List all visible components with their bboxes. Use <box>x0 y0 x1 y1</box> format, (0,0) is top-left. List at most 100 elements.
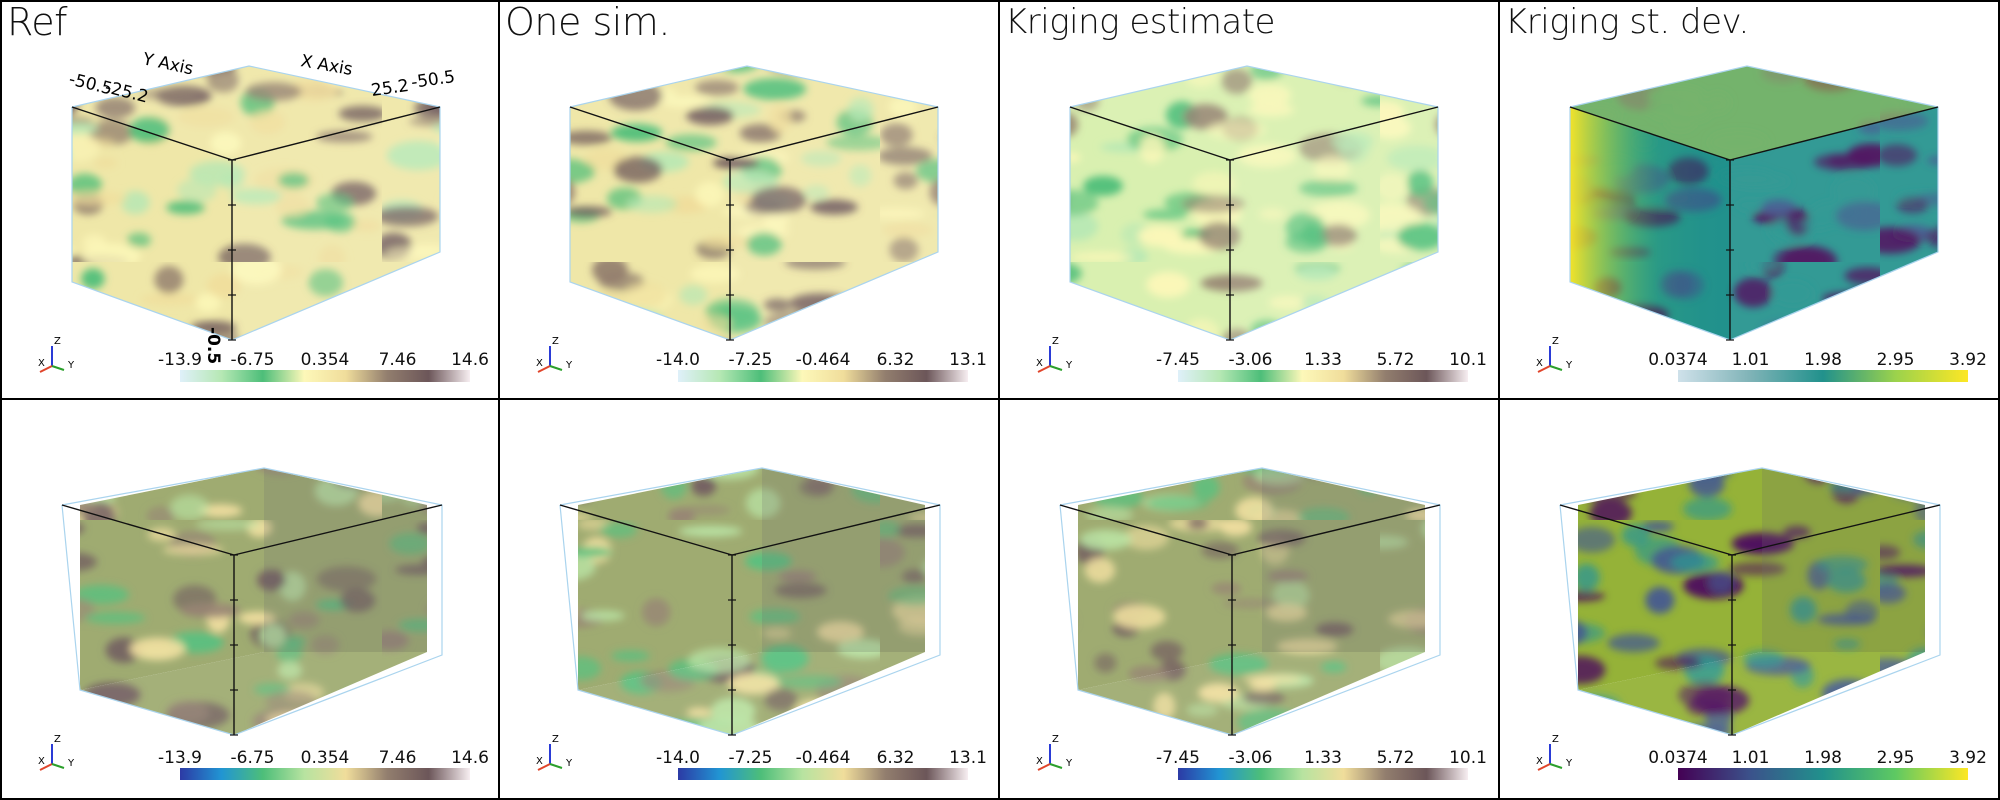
colorbar-tick-label: 1.33 <box>1304 350 1342 370</box>
colorbar-tick-label: 5.72 <box>1376 350 1415 370</box>
colorbar-tick-label: -0.464 <box>795 350 851 370</box>
z-axis-tick: -0.5 <box>203 327 223 364</box>
cube-left-face <box>1070 107 1230 340</box>
slice-back-left <box>80 468 264 690</box>
cube-top-face <box>570 66 938 160</box>
volume-render[interactable] <box>1500 2 2000 400</box>
triad-y-label: Y <box>565 360 573 371</box>
triad-z-label: Z <box>1552 734 1559 745</box>
orientation-axes-widget: ZX Y <box>38 734 75 771</box>
triad-z-label: Z <box>54 734 61 745</box>
colorbar-tick-label: -13.9 <box>158 748 202 768</box>
triad-z-label: Z <box>552 336 559 347</box>
colorbar-tick-label: -6.75 <box>230 748 275 768</box>
colorbar-tick-labels: -7.45 -3.06 1.33 5.72 10.1 <box>1156 350 1498 370</box>
slice-floor <box>578 652 925 735</box>
triad-x-label: X <box>1536 358 1543 369</box>
colorbar-gradient <box>180 370 470 382</box>
triad-x-label: X <box>38 358 45 369</box>
colorbar: -7.45 -3.06 1.33 5.72 10.1 <box>1156 748 1487 780</box>
stdev-gradient-face <box>1570 107 1730 340</box>
orthogonal-slices-render[interactable] <box>500 400 1000 800</box>
colorbar: -13.9 -6.75 0.354 7.46 14.6 <box>158 748 489 780</box>
slice-back-right <box>264 468 427 652</box>
cube-right-face <box>232 107 440 340</box>
slice-back-left <box>578 468 762 690</box>
viewport-panel[interactable]: -7.45 -3.06 1.33 5.72 10.1 Z X Y <box>1000 400 1500 800</box>
colorbar-tick-label: 1.33 <box>1304 748 1342 768</box>
triad-x-label: X <box>536 358 543 369</box>
stdev-top-tint <box>1570 66 1938 160</box>
orthogonal-slices-render[interactable] <box>1500 400 2000 800</box>
x-axis-tick: 25.2 <box>370 76 410 101</box>
triad-x-label: X <box>1536 756 1543 767</box>
colorbar: -7.45 -3.06 1.33 5.72 10.1 <box>1156 350 1487 382</box>
viewport-panel[interactable]: Kriging estimate -7.45 -3.06 1.33 5.72 10.1 Z X… <box>1000 0 1500 400</box>
triad-y-label: Y <box>1565 758 1573 769</box>
colorbar-tick-labels: -14.0 -7.25 -0.464 6.32 13.1 <box>656 748 998 768</box>
colorbar-tick-label: -3.06 <box>1228 350 1273 370</box>
colorbar-tick-label: 0.0374 <box>1648 748 1708 768</box>
orientation-axes-widget: ZX Y <box>1536 336 1573 373</box>
colorbar-tick-label: 1.98 <box>1804 748 1842 768</box>
slice-back-right <box>1262 468 1425 652</box>
colorbar-tick-label: 0.354 <box>300 350 350 370</box>
colorbar-tick-label: 14.6 <box>451 748 489 768</box>
triad-y-label: Y <box>1065 360 1073 371</box>
triad-y-label: Y <box>565 758 573 769</box>
colorbar-tick-label: -7.45 <box>1156 350 1200 370</box>
cube-right-face <box>1730 107 1938 340</box>
colorbar-gradient <box>1178 768 1468 780</box>
triad-y-label: Y <box>67 360 75 371</box>
slice-floor <box>1578 652 1925 735</box>
viewport-panel[interactable]: -14.0 -7.25 -0.464 6.32 13.1 Z X Y <box>500 400 1000 800</box>
colorbar-tick-labels: -13.9 -6.75 0.354 7.46 14.6 <box>158 350 498 370</box>
colorbar-tick-label: -6.75 <box>230 350 275 370</box>
colorbar-tick-label: -14.0 <box>656 350 700 370</box>
triad-y-label: Y <box>1565 360 1573 371</box>
viewport-panel[interactable]: Y Axis X Axis -50.5 -25.2 25.2 -50.5 -0.5 Ref -1… <box>0 0 500 400</box>
colorbar-tick-label: 13.1 <box>949 748 987 768</box>
x-axis-label: X Axis <box>299 51 354 80</box>
triad-z-label: Z <box>1552 336 1559 347</box>
cube-left-face <box>570 107 730 340</box>
colorbar-tick-label: -7.25 <box>728 748 773 768</box>
triad-y-label: Y <box>67 758 75 769</box>
colorbar-tick-label: 6.32 <box>876 350 915 370</box>
slice-floor <box>80 652 427 735</box>
triad-z-label: Z <box>1052 734 1059 745</box>
y-axis-label: Y Axis <box>140 49 195 79</box>
colorbar: 0.0374 1.01 1.98 2.95 3.92 <box>1648 350 1987 382</box>
volume-render[interactable]: Y Axis X Axis-50.5-25.2 25.2 -50.5-0.5 <box>2 2 500 400</box>
colorbar-tick-label: 5.72 <box>1376 748 1415 768</box>
volume-render[interactable] <box>500 2 1000 400</box>
colorbar: -13.9 -6.75 0.354 7.46 14.6 <box>158 350 489 382</box>
viewport-panel[interactable]: 0.0374 1.01 1.98 2.95 3.92 Z X Y <box>1500 400 2000 800</box>
orthogonal-slices-render[interactable] <box>1000 400 1500 800</box>
colorbar-tick-label: -0.464 <box>795 748 851 768</box>
viewport-panel[interactable]: -13.9 -6.75 0.354 7.46 14.6 Z X Y <box>0 400 500 800</box>
triad-z-label: Z <box>54 336 61 347</box>
panel-title: Kriging st. dev. <box>1505 2 1749 42</box>
orientation-axes-widget: ZX Y <box>1036 734 1073 771</box>
cube-right-face <box>1230 107 1438 340</box>
viewport-panel[interactable]: One sim. -14.0 -7.25 -0.464 6.32 13.1 Z X Y <box>500 0 1000 400</box>
colorbar-tick-label: -7.25 <box>728 350 773 370</box>
colorbar-tick-label: 1.01 <box>1731 350 1770 370</box>
colorbar-gradient <box>1178 370 1468 382</box>
orthogonal-slices-render[interactable] <box>2 400 500 800</box>
viewport-panel[interactable]: Kriging st. dev. 0.0374 1.01 1.98 2.95 3.92 Z X… <box>1500 0 2000 400</box>
panel-title: Kriging estimate <box>1005 2 1275 42</box>
x-axis-tick: -50.5 <box>410 67 456 93</box>
triad-z-label: Z <box>1052 336 1059 347</box>
colorbar-tick-label: 13.1 <box>949 350 987 370</box>
volume-render[interactable] <box>1000 2 1500 400</box>
triad-x-label: X <box>1036 358 1043 369</box>
colorbar-tick-labels: -7.45 -3.06 1.33 5.72 10.1 <box>1156 748 1498 768</box>
colorbar-tick-label: 2.95 <box>1876 350 1915 370</box>
slice-floor <box>1078 652 1425 735</box>
cube-right-face <box>730 107 938 340</box>
colorbar-tick-label: 0.354 <box>300 748 350 768</box>
cube-top-face <box>1570 66 1938 160</box>
